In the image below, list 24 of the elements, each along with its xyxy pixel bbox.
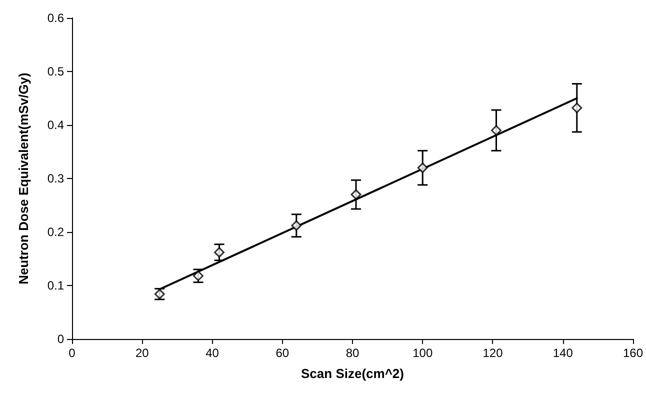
y-tick-label: 0.4	[47, 118, 64, 132]
y-tick-label: 0.1	[47, 278, 64, 292]
x-tick-label: 160	[622, 346, 644, 360]
x-tick-label: 60	[276, 346, 290, 360]
y-tick-label: 0.2	[47, 225, 64, 239]
x-tick-label: 140	[552, 346, 574, 360]
y-tick-label: 0.6	[47, 11, 64, 25]
x-tick-label: 0	[68, 346, 76, 360]
x-tick-label: 100	[412, 346, 433, 360]
point	[291, 220, 302, 231]
point	[214, 247, 225, 258]
point	[350, 189, 362, 200]
x-axis-title: Scan Size(cm^2)	[301, 366, 404, 381]
y-axis-title: Neutron Dose Equivalent(mSv/Gy)	[16, 72, 31, 284]
x-tick-label: 20	[135, 346, 150, 360]
point	[491, 125, 502, 136]
y-tick-label: 0.3	[47, 172, 64, 186]
point	[417, 162, 428, 174]
point	[572, 102, 582, 114]
y-tick-label: 0	[57, 332, 64, 346]
x-tick-label: 40	[206, 346, 220, 360]
x-tick-label: 80	[346, 346, 360, 360]
y-tick-label: 0.5	[47, 64, 64, 78]
x-tick-label: 120	[482, 346, 504, 360]
